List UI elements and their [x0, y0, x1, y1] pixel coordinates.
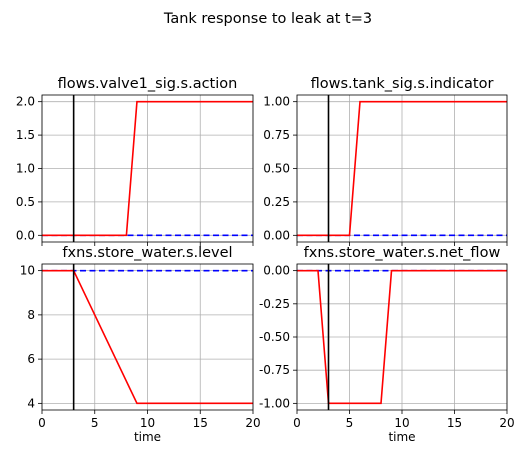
panel-store-level: 0 5 10 15 20 4 6 8 10 fxns.store_water.s.leveltim… — [20, 245, 261, 444]
y-tick-label: 0.0 — [16, 228, 35, 242]
y-tick-label: -0.25 — [259, 297, 290, 311]
x-tick-label: 5 — [346, 416, 354, 430]
y-tick-label: 0.00 — [263, 264, 290, 278]
faulty-series-line — [42, 269, 253, 405]
subplot-grid: 0.0 0.5 1.0 1.5 2.0 flows.valve1_sig.s.action… — [16, 76, 515, 444]
subplot-title: flows.tank_sig.s.indicator — [311, 76, 494, 92]
x-tick-label: 5 — [91, 416, 99, 430]
panel-valve1-action: 0.0 0.5 1.0 1.5 2.0 flows.valve1_sig.s.action — [16, 76, 254, 246]
faulty-series-line — [297, 100, 507, 237]
x-tick-label: 15 — [447, 416, 462, 430]
y-tick-label: 1.0 — [16, 162, 35, 176]
x-tick-label: 0 — [293, 416, 301, 430]
x-tick-label: 0 — [38, 416, 46, 430]
y-tick-label: 8 — [27, 308, 35, 322]
figure-title: Tank response to leak at t=3 — [163, 11, 372, 27]
faulty-series-line — [297, 269, 507, 405]
y-tick-label: -0.75 — [259, 363, 290, 377]
panel-net-flow: 0 5 10 15 20 0.00 -0.25 -0.50 -0.75 -1.00 fxns.sto… — [259, 245, 515, 444]
y-tick-label: -0.50 — [259, 330, 290, 344]
x-axis-label: time — [388, 430, 415, 444]
x-tick-label: 15 — [193, 416, 208, 430]
subplot-title: fxns.store_water.s.level — [62, 245, 232, 261]
y-tick-label: 10 — [20, 264, 35, 278]
subplot-title: fxns.store_water.s.net_flow — [304, 245, 501, 261]
x-axis-label: time — [134, 430, 161, 444]
y-tick-label: 4 — [27, 396, 35, 410]
panel-tank-indicator: 0.00 0.25 0.50 0.75 1.00 flows.tank_sig.s.ind… — [263, 76, 508, 246]
x-tick-label: 20 — [499, 416, 514, 430]
x-tick-label: 10 — [394, 416, 409, 430]
y-tick-label: -1.00 — [259, 396, 290, 410]
y-tick-label: 2.0 — [16, 95, 35, 109]
y-tick-label: 1.00 — [263, 95, 290, 109]
subplot-title: flows.valve1_sig.s.action — [58, 76, 238, 92]
y-tick-label: 0.75 — [263, 128, 290, 142]
y-tick-label: 6 — [27, 352, 35, 366]
y-tick-label: 0.25 — [263, 195, 290, 209]
x-tick-label: 10 — [140, 416, 155, 430]
x-tick-label: 20 — [245, 416, 260, 430]
y-tick-label: 1.5 — [16, 128, 35, 142]
y-tick-label: 0.50 — [263, 162, 290, 176]
y-tick-label: 0.00 — [263, 228, 290, 242]
faulty-series-line — [42, 100, 253, 237]
y-tick-label: 0.5 — [16, 195, 35, 209]
